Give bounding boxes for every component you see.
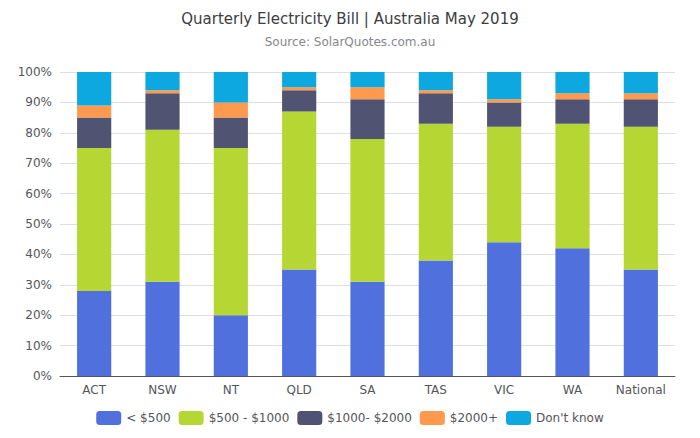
svg-text:VIC: VIC (494, 383, 514, 397)
svg-text:< $500: < $500 (126, 411, 170, 425)
svg-text:0%: 0% (33, 369, 52, 383)
svg-text:70%: 70% (25, 156, 52, 170)
svg-text:$500 - $1000: $500 - $1000 (209, 411, 290, 425)
svg-text:100%: 100% (18, 65, 52, 79)
svg-text:90%: 90% (25, 95, 52, 109)
svg-text:20%: 20% (25, 308, 52, 322)
svg-text:30%: 30% (25, 278, 52, 292)
svg-text:National: National (616, 383, 666, 397)
svg-text:60%: 60% (25, 187, 52, 201)
svg-text:80%: 80% (25, 126, 52, 140)
svg-text:$2000+: $2000+ (450, 411, 498, 425)
svg-text:TAS: TAS (424, 383, 447, 397)
svg-text:40%: 40% (25, 247, 52, 261)
svg-text:NT: NT (223, 383, 240, 397)
svg-text:NSW: NSW (148, 383, 177, 397)
svg-text:ACT: ACT (82, 383, 106, 397)
svg-text:50%: 50% (25, 217, 52, 231)
svg-text:Don't know: Don't know (536, 411, 604, 425)
svg-text:WA: WA (563, 383, 583, 397)
svg-text:QLD: QLD (286, 383, 311, 397)
svg-text:Source: SolarQuotes.com.au: Source: SolarQuotes.com.au (265, 35, 436, 49)
svg-text:10%: 10% (25, 339, 52, 353)
svg-text:Quarterly Electricity Bill | A: Quarterly Electricity Bill | Australia M… (181, 10, 519, 28)
svg-text:SA: SA (359, 383, 376, 397)
svg-text:$1000- $2000: $1000- $2000 (327, 411, 412, 425)
